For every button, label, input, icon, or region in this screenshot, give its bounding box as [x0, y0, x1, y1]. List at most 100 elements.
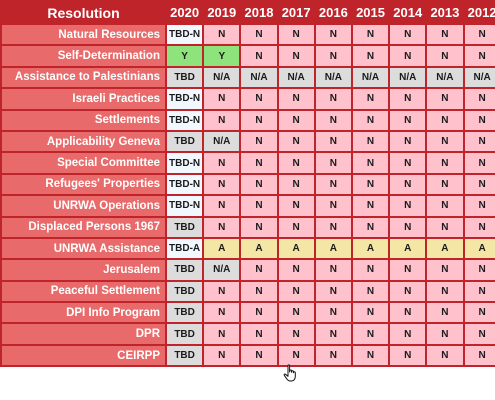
- year-column-header[interactable]: 2012: [462, 0, 495, 25]
- vote-cell: N: [462, 343, 495, 368]
- year-column-header[interactable]: 2014: [388, 0, 428, 25]
- vote-cell: A: [239, 236, 279, 261]
- year-column-header[interactable]: 2017: [276, 0, 316, 25]
- vote-cell: N: [313, 343, 353, 368]
- resolution-name-cell[interactable]: Settlements: [0, 108, 167, 132]
- vote-cell: A: [350, 236, 391, 261]
- vote-cell: N: [276, 44, 316, 68]
- vote-cell: N: [462, 258, 495, 282]
- vote-cell: N: [350, 279, 391, 304]
- vote-cell: N: [313, 151, 353, 175]
- vote-cell: Y: [202, 44, 242, 68]
- resolution-name-cell[interactable]: UNRWA Operations: [0, 194, 167, 218]
- vote-cell: N: [239, 343, 279, 368]
- resolution-name-cell[interactable]: DPR: [0, 322, 167, 346]
- vote-cell: N: [239, 172, 279, 197]
- vote-cell: N: [425, 279, 465, 304]
- year-column-header[interactable]: 2020: [164, 0, 205, 25]
- vote-cell: TBD-N: [164, 22, 205, 47]
- vote-cell: N: [202, 301, 242, 325]
- vote-cell: TBD: [164, 215, 205, 239]
- vote-cell: N/A: [425, 65, 465, 90]
- vote-cell: N: [388, 108, 428, 132]
- vote-cell: N: [388, 343, 428, 368]
- vote-cell: N: [425, 301, 465, 325]
- vote-cell: N: [276, 322, 316, 346]
- vote-cell: N: [239, 258, 279, 282]
- resolution-name-cell[interactable]: DPI Info Program: [0, 301, 167, 325]
- year-column-header[interactable]: 2013: [425, 0, 465, 25]
- table-row: Self-Determination Y Y N N N N N N N: [0, 44, 495, 68]
- vote-cell: N: [276, 87, 316, 111]
- table-row: DPR TBD N N N N N N N N: [0, 322, 495, 346]
- year-column-header[interactable]: 2016: [313, 0, 353, 25]
- resolution-name-cell[interactable]: Self-Determination: [0, 44, 167, 68]
- vote-cell: N/A: [388, 65, 428, 90]
- vote-cell: N: [350, 22, 391, 47]
- vote-cell: N: [202, 194, 242, 218]
- vote-cell: A: [388, 236, 428, 261]
- resolution-name-cell[interactable]: Assistance to Palestinians: [0, 65, 167, 90]
- vote-cell: N: [313, 258, 353, 282]
- vote-cell: N: [313, 108, 353, 132]
- resolution-name-cell[interactable]: Israeli Practices: [0, 87, 167, 111]
- vote-cell: N: [350, 108, 391, 132]
- vote-cell: N: [462, 108, 495, 132]
- resolution-name-cell[interactable]: Jerusalem: [0, 258, 167, 282]
- vote-cell: N: [462, 279, 495, 304]
- vote-cell: N: [276, 22, 316, 47]
- vote-cell: N: [462, 22, 495, 47]
- vote-cell: N: [388, 215, 428, 239]
- resolution-name-cell[interactable]: UNRWA Assistance: [0, 236, 167, 261]
- vote-cell: TBD: [164, 322, 205, 346]
- table-row: Jerusalem TBD N/A N N N N N N N: [0, 258, 495, 282]
- resolution-column-header[interactable]: Resolution: [0, 0, 167, 25]
- vote-cell: N: [239, 108, 279, 132]
- vote-cell: N: [350, 172, 391, 197]
- table-row: UNRWA Operations TBD-N N N N N N N N N: [0, 194, 495, 218]
- vote-cell: A: [202, 236, 242, 261]
- vote-cell: N: [350, 258, 391, 282]
- resolution-name-cell[interactable]: Refugees' Properties: [0, 172, 167, 197]
- vote-cell: N: [276, 151, 316, 175]
- vote-cell: N: [462, 151, 495, 175]
- resolution-name-cell[interactable]: CEIRPP: [0, 343, 167, 368]
- table-row: Natural Resources TBD-N N N N N N N N N: [0, 22, 495, 47]
- vote-cell: TBD: [164, 258, 205, 282]
- resolution-name-cell[interactable]: Peaceful Settlement: [0, 279, 167, 304]
- vote-cell: N: [350, 44, 391, 68]
- vote-cell: N: [202, 22, 242, 47]
- vote-cell: N/A: [202, 129, 242, 154]
- vote-cell: N: [313, 322, 353, 346]
- vote-cell: N/A: [239, 65, 279, 90]
- vote-cell: N: [239, 279, 279, 304]
- resolution-name-cell[interactable]: Natural Resources: [0, 22, 167, 47]
- table-row: Israeli Practices TBD-N N N N N N N N N: [0, 87, 495, 111]
- vote-cell: N: [425, 151, 465, 175]
- vote-cell: N: [425, 322, 465, 346]
- vote-cell: N/A: [462, 65, 495, 90]
- vote-cell: N: [313, 22, 353, 47]
- vote-cell: TBD: [164, 343, 205, 368]
- table-row: DPI Info Program TBD N N N N N N N N: [0, 301, 495, 325]
- table-row: UNRWA Assistance TBD-A A A A A A A A A: [0, 236, 495, 261]
- year-column-header[interactable]: 2019: [202, 0, 242, 25]
- year-column-header[interactable]: 2018: [239, 0, 279, 25]
- vote-cell: N: [388, 279, 428, 304]
- resolution-name-cell[interactable]: Displaced Persons 1967: [0, 215, 167, 239]
- resolution-name-cell[interactable]: Applicability Geneva: [0, 129, 167, 154]
- vote-cell: TBD-N: [164, 172, 205, 197]
- year-column-header[interactable]: 2015: [350, 0, 391, 25]
- vote-cell: N: [425, 108, 465, 132]
- vote-cell: N: [202, 87, 242, 111]
- vote-cell: N: [202, 151, 242, 175]
- vote-cell: N: [276, 258, 316, 282]
- vote-cell: N: [425, 44, 465, 68]
- vote-cell: N: [239, 322, 279, 346]
- vote-cell: TBD-N: [164, 87, 205, 111]
- vote-cell: N: [388, 44, 428, 68]
- vote-cell: N: [202, 279, 242, 304]
- vote-cell: A: [462, 236, 495, 261]
- vote-cell: N/A: [202, 258, 242, 282]
- resolution-name-cell[interactable]: Special Committee: [0, 151, 167, 175]
